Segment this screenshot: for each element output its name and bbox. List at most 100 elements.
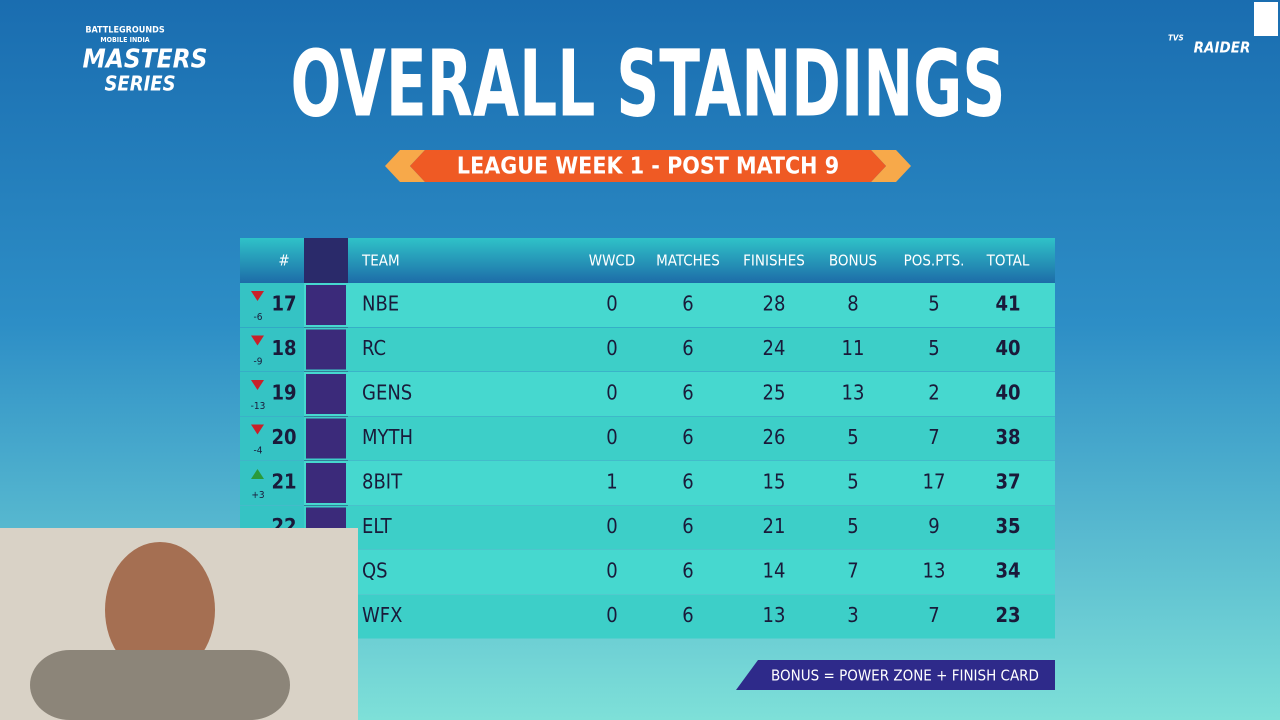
stat-cell: 13 xyxy=(923,559,946,583)
stat-cell: 13 xyxy=(842,381,865,405)
logo-cell xyxy=(306,463,346,503)
stat-cell: 0 xyxy=(606,381,617,405)
logo-cell xyxy=(306,285,346,325)
team-name: ELT xyxy=(362,514,393,538)
stat-cell: 17 xyxy=(923,470,946,494)
trend-down xyxy=(251,424,264,435)
row-bg xyxy=(240,416,1055,461)
logo-text: MASTERS xyxy=(82,45,207,75)
row-bg xyxy=(240,505,1055,550)
title: OVERALL STANDINGS xyxy=(291,30,1006,137)
row-bg xyxy=(240,461,1055,505)
logo-text: BATTLEGROUNDS xyxy=(85,26,165,36)
rank-cell xyxy=(240,416,304,461)
stat-cell: 21 xyxy=(763,514,786,538)
stat-cell: 0 xyxy=(606,425,617,449)
column-header: POS.PTS. xyxy=(904,252,965,270)
stat-cell: 6 xyxy=(682,603,693,627)
footer-bg xyxy=(736,660,1055,690)
logo-text: MOBILE INDIA xyxy=(100,36,149,44)
table: # TEAM WWCD MATCHES FINISHES BONUS POS.PTS. TOT… xyxy=(240,252,1055,639)
stat-cell: 28 xyxy=(763,292,786,316)
total-points: 23 xyxy=(995,603,1020,627)
trend-down xyxy=(251,380,264,390)
total-points: 38 xyxy=(995,425,1020,449)
total-points: 34 xyxy=(995,559,1020,583)
rank-change: -6 xyxy=(254,312,263,323)
shirt xyxy=(30,650,290,720)
stat-cell: 6 xyxy=(682,336,693,360)
rank: 20 xyxy=(271,425,296,449)
logo-cell xyxy=(306,329,346,370)
stat-cell: 6 xyxy=(682,514,693,538)
column-header: WWCD xyxy=(589,252,636,270)
stat-cell: 1 xyxy=(606,470,617,494)
stat-cell: 9 xyxy=(928,514,939,538)
rank-change: +3 xyxy=(251,490,264,501)
stat-cell: 7 xyxy=(928,603,939,627)
sponsor-logo: TVS RAIDER xyxy=(1168,34,1250,57)
stat-cell: 5 xyxy=(847,514,858,538)
footer: BONUS = POWER ZONE + FINISH CARD xyxy=(736,660,1055,690)
subtitle-banner: LEAGUE WEEK 1 - POST MATCH 9 xyxy=(385,150,911,182)
face xyxy=(105,542,215,678)
team-name: MYTH xyxy=(362,425,413,449)
rank: 17 xyxy=(271,292,296,316)
subtitle: LEAGUE WEEK 1 - POST MATCH 9 xyxy=(457,154,839,180)
row-bg xyxy=(240,372,1055,416)
team-name: 8BIT xyxy=(362,470,403,494)
stat-cell: 8 xyxy=(847,292,858,316)
stat-cell: 5 xyxy=(847,425,858,449)
banner xyxy=(410,150,886,182)
stat-cell: 6 xyxy=(682,425,693,449)
total-points: 35 xyxy=(995,514,1020,538)
stat-cell: 6 xyxy=(682,559,693,583)
total-points: 37 xyxy=(995,470,1020,494)
rank: 19 xyxy=(271,381,296,405)
team-name: GENS xyxy=(362,381,412,405)
stat-cell: 13 xyxy=(763,603,786,627)
column-header: BONUS xyxy=(829,252,877,270)
trend-down xyxy=(251,335,264,346)
sponsor-text: RAIDER xyxy=(1194,39,1251,57)
stat-cell: 24 xyxy=(763,336,786,360)
stat-cell: 0 xyxy=(606,559,617,583)
stat-cell: 15 xyxy=(763,470,786,494)
stat-cell: 5 xyxy=(928,292,939,316)
rank-change: -4 xyxy=(254,446,263,457)
rank-cell xyxy=(240,327,304,372)
rank-cell xyxy=(240,283,304,327)
trend-up xyxy=(251,469,264,479)
column-header: MATCHES xyxy=(656,252,720,270)
stat-cell: 5 xyxy=(847,470,858,494)
column-header: # xyxy=(278,252,289,270)
footer-note: BONUS = POWER ZONE + FINISH CARD xyxy=(771,667,1039,685)
chevron xyxy=(385,150,425,182)
event-logo: BATTLEGROUNDS MOBILE INDIA MASTERS SERIE… xyxy=(82,26,207,96)
table-header xyxy=(240,238,1055,283)
stat-cell: 5 xyxy=(928,336,939,360)
stat-cell: 6 xyxy=(682,470,693,494)
rank-cell xyxy=(240,461,304,505)
column-header: TEAM xyxy=(361,252,400,270)
stat-cell: 11 xyxy=(842,336,865,360)
rank-cell xyxy=(240,372,304,416)
stat-cell: 0 xyxy=(606,336,617,360)
chevron xyxy=(871,150,911,182)
logo-cell xyxy=(306,418,346,459)
team-name: NBE xyxy=(362,292,399,316)
row-bg xyxy=(240,550,1055,594)
team-name: WFX xyxy=(362,603,402,627)
webcam xyxy=(0,528,358,720)
stat-cell: 0 xyxy=(606,514,617,538)
total-points: 40 xyxy=(995,336,1020,360)
rank-change: -9 xyxy=(254,357,263,368)
rank: 21 xyxy=(271,470,296,494)
logo-text: SERIES xyxy=(104,72,175,96)
total-points: 40 xyxy=(995,381,1020,405)
row-bg xyxy=(240,327,1055,372)
trend-down xyxy=(251,291,264,301)
stat-cell: 26 xyxy=(763,425,786,449)
